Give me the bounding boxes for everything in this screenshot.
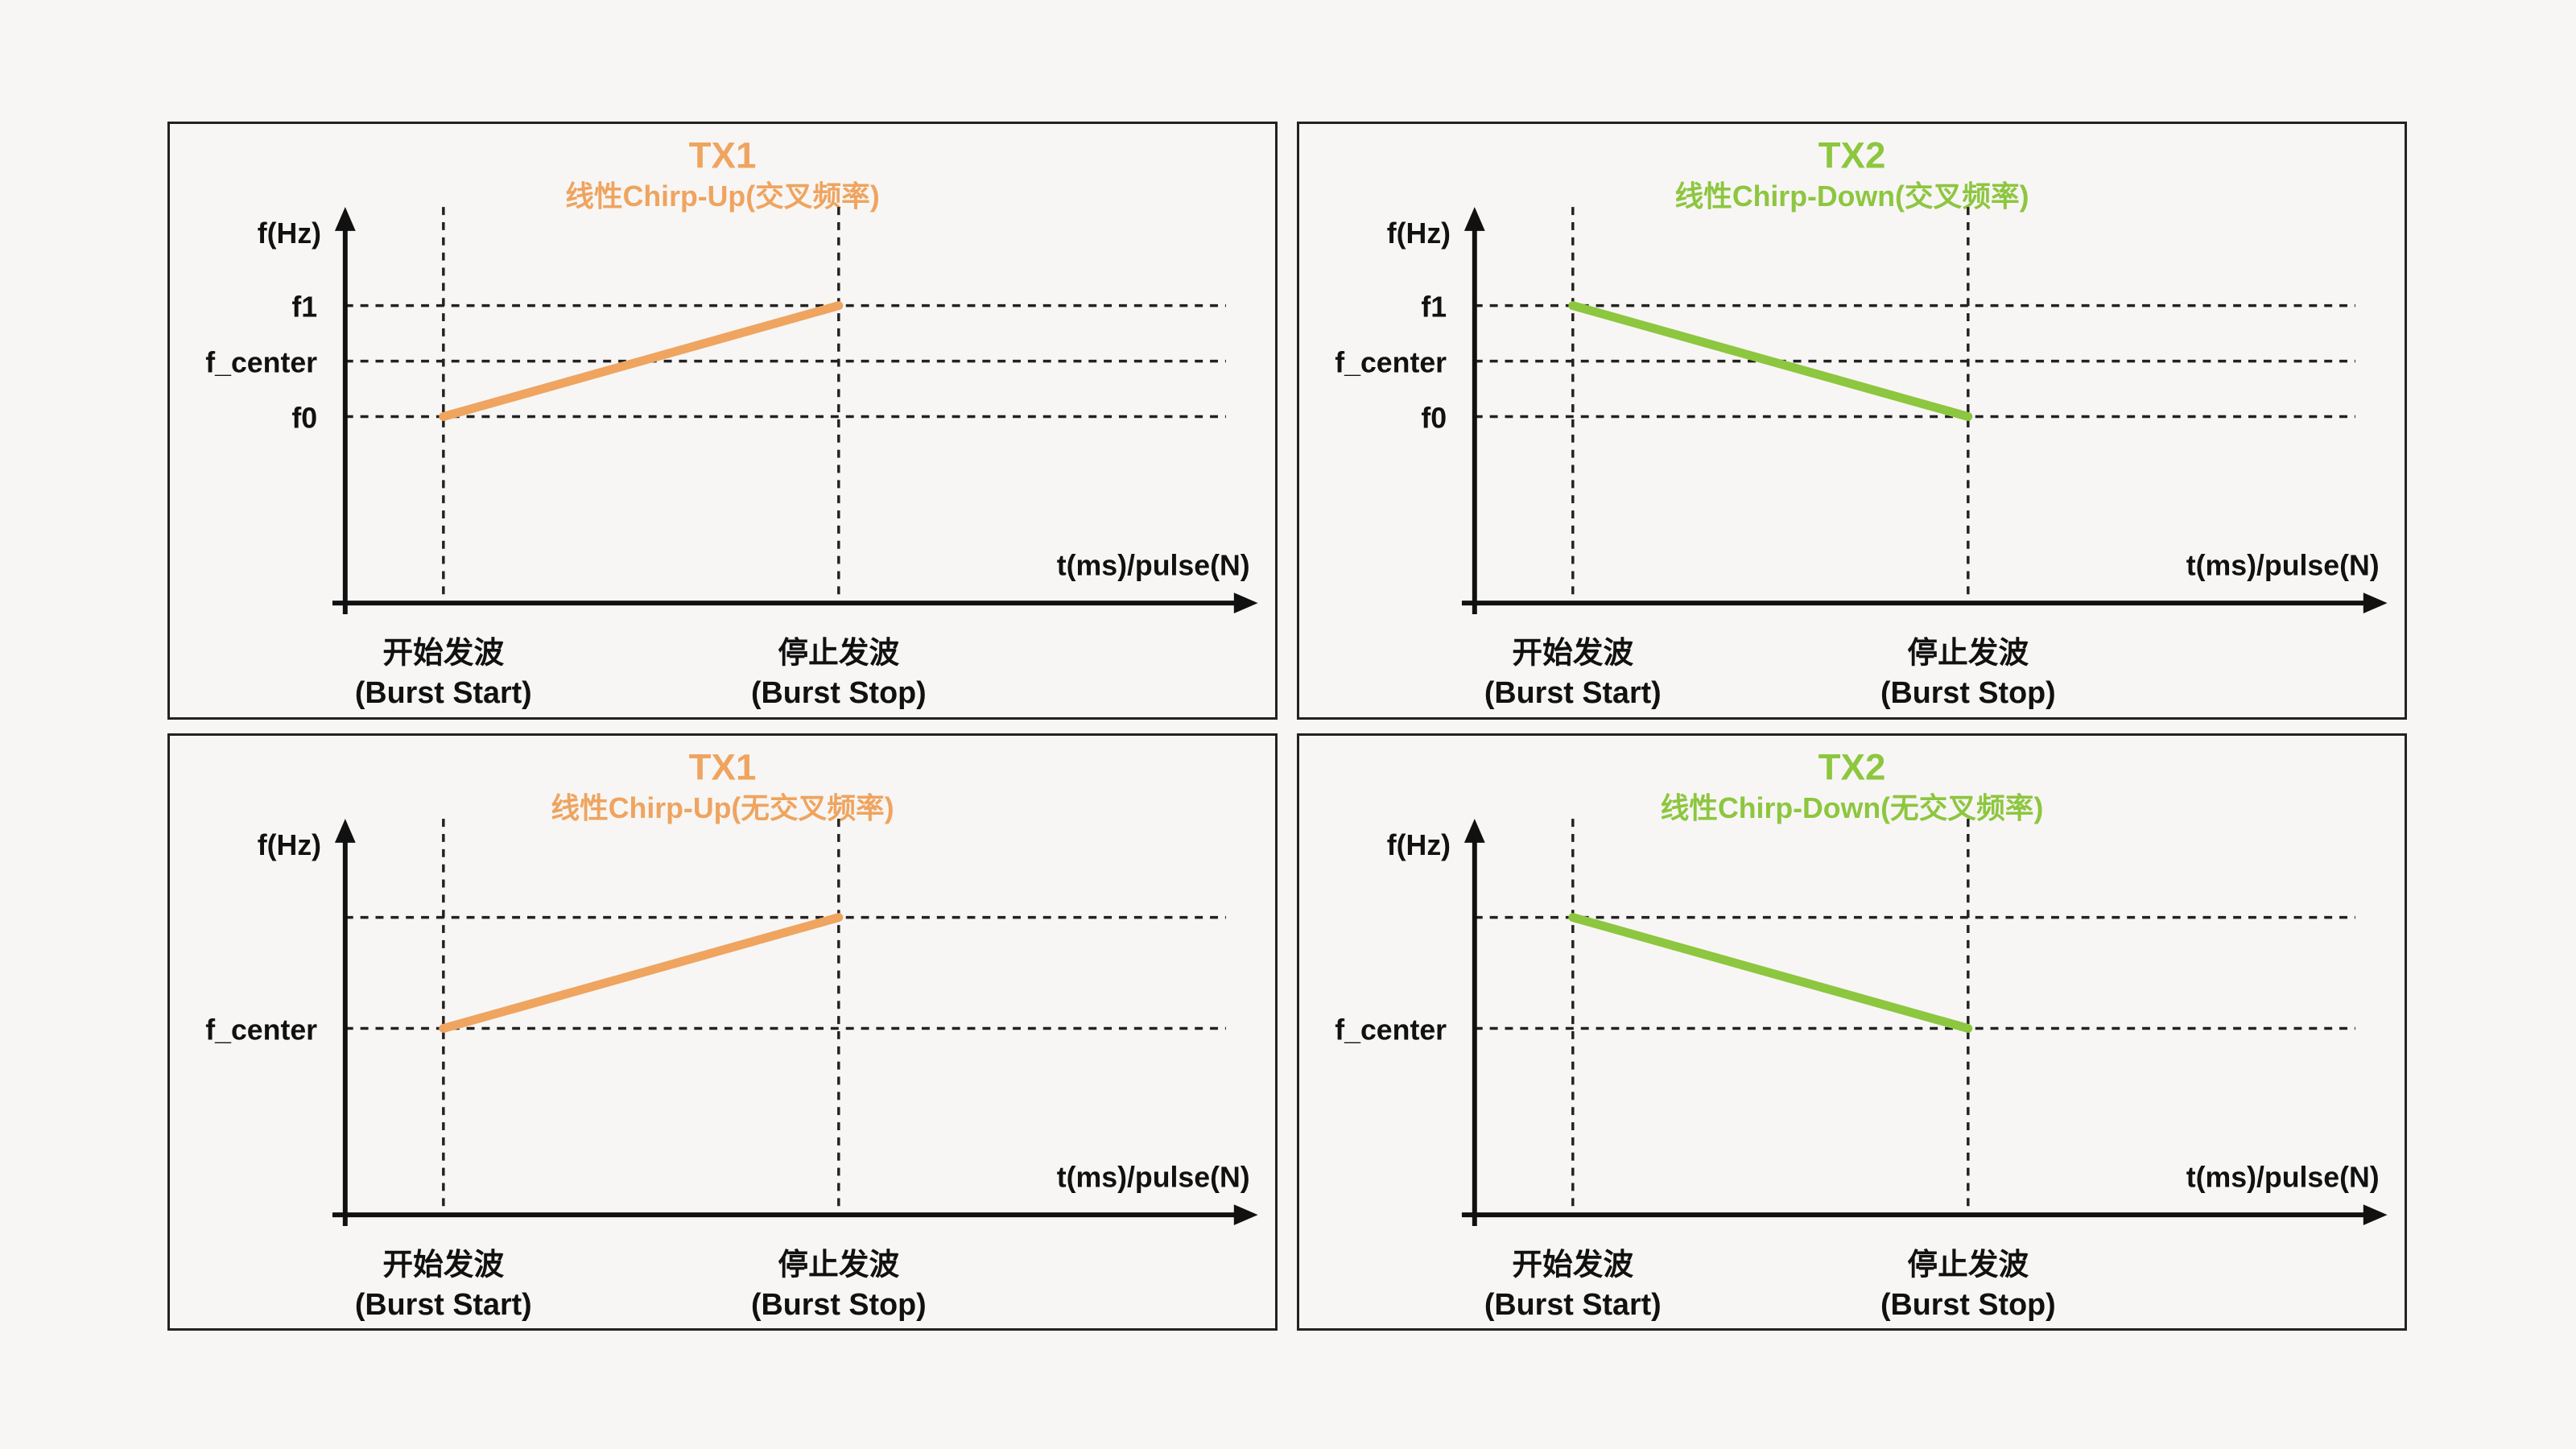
svg-text:停止发波: 停止发波 [778, 636, 899, 670]
svg-text:f_center: f_center [205, 1013, 317, 1046]
svg-text:f1: f1 [1421, 291, 1447, 324]
svg-text:f1: f1 [291, 291, 317, 324]
svg-text:线性Chirp-Down(无交叉频率): 线性Chirp-Down(无交叉频率) [1661, 792, 2044, 824]
svg-text:TX2: TX2 [1818, 746, 1886, 787]
svg-text:(Burst Start): (Burst Start) [1484, 675, 1662, 709]
svg-text:f(Hz): f(Hz) [1387, 217, 1451, 250]
svg-text:f(Hz): f(Hz) [1387, 828, 1451, 861]
svg-text:f0: f0 [291, 402, 317, 434]
svg-text:f_center: f_center [1335, 346, 1447, 378]
svg-text:线性Chirp-Up(无交叉频率): 线性Chirp-Up(无交叉频率) [551, 792, 894, 824]
svg-text:t(ms)/pulse(N): t(ms)/pulse(N) [1057, 549, 1250, 581]
svg-text:(Burst Start): (Burst Start) [1484, 1287, 1662, 1321]
svg-text:开始发波: 开始发波 [382, 636, 504, 670]
svg-text:f0: f0 [1421, 402, 1447, 434]
svg-text:(Burst Start): (Burst Start) [355, 1287, 532, 1321]
svg-text:f(Hz): f(Hz) [258, 217, 321, 250]
svg-text:线性Chirp-Up(交叉频率): 线性Chirp-Up(交叉频率) [565, 180, 880, 213]
svg-text:停止发波: 停止发波 [1907, 1247, 2029, 1281]
svg-text:(Burst Start): (Burst Start) [355, 675, 532, 709]
svg-text:(Burst Stop): (Burst Stop) [751, 675, 927, 709]
svg-text:f_center: f_center [205, 346, 317, 378]
svg-text:开始发波: 开始发波 [1512, 1247, 1633, 1281]
svg-text:t(ms)/pulse(N): t(ms)/pulse(N) [2186, 549, 2380, 581]
svg-text:t(ms)/pulse(N): t(ms)/pulse(N) [2186, 1161, 2380, 1193]
svg-text:开始发波: 开始发波 [1512, 636, 1633, 670]
svg-text:(Burst Stop): (Burst Stop) [751, 1287, 927, 1321]
svg-text:开始发波: 开始发波 [382, 1247, 504, 1281]
svg-text:f(Hz): f(Hz) [258, 828, 321, 861]
svg-text:(Burst Stop): (Burst Stop) [1880, 675, 2056, 709]
svg-text:TX1: TX1 [689, 135, 757, 176]
svg-text:t(ms)/pulse(N): t(ms)/pulse(N) [1057, 1161, 1250, 1193]
svg-text:停止发波: 停止发波 [1907, 636, 2029, 670]
svg-text:停止发波: 停止发波 [778, 1247, 899, 1281]
svg-text:线性Chirp-Down(交叉频率): 线性Chirp-Down(交叉频率) [1674, 180, 2029, 213]
svg-text:f_center: f_center [1335, 1013, 1447, 1046]
svg-text:TX1: TX1 [689, 746, 757, 787]
svg-text:(Burst Stop): (Burst Stop) [1880, 1287, 2056, 1321]
svg-text:TX2: TX2 [1818, 135, 1886, 176]
